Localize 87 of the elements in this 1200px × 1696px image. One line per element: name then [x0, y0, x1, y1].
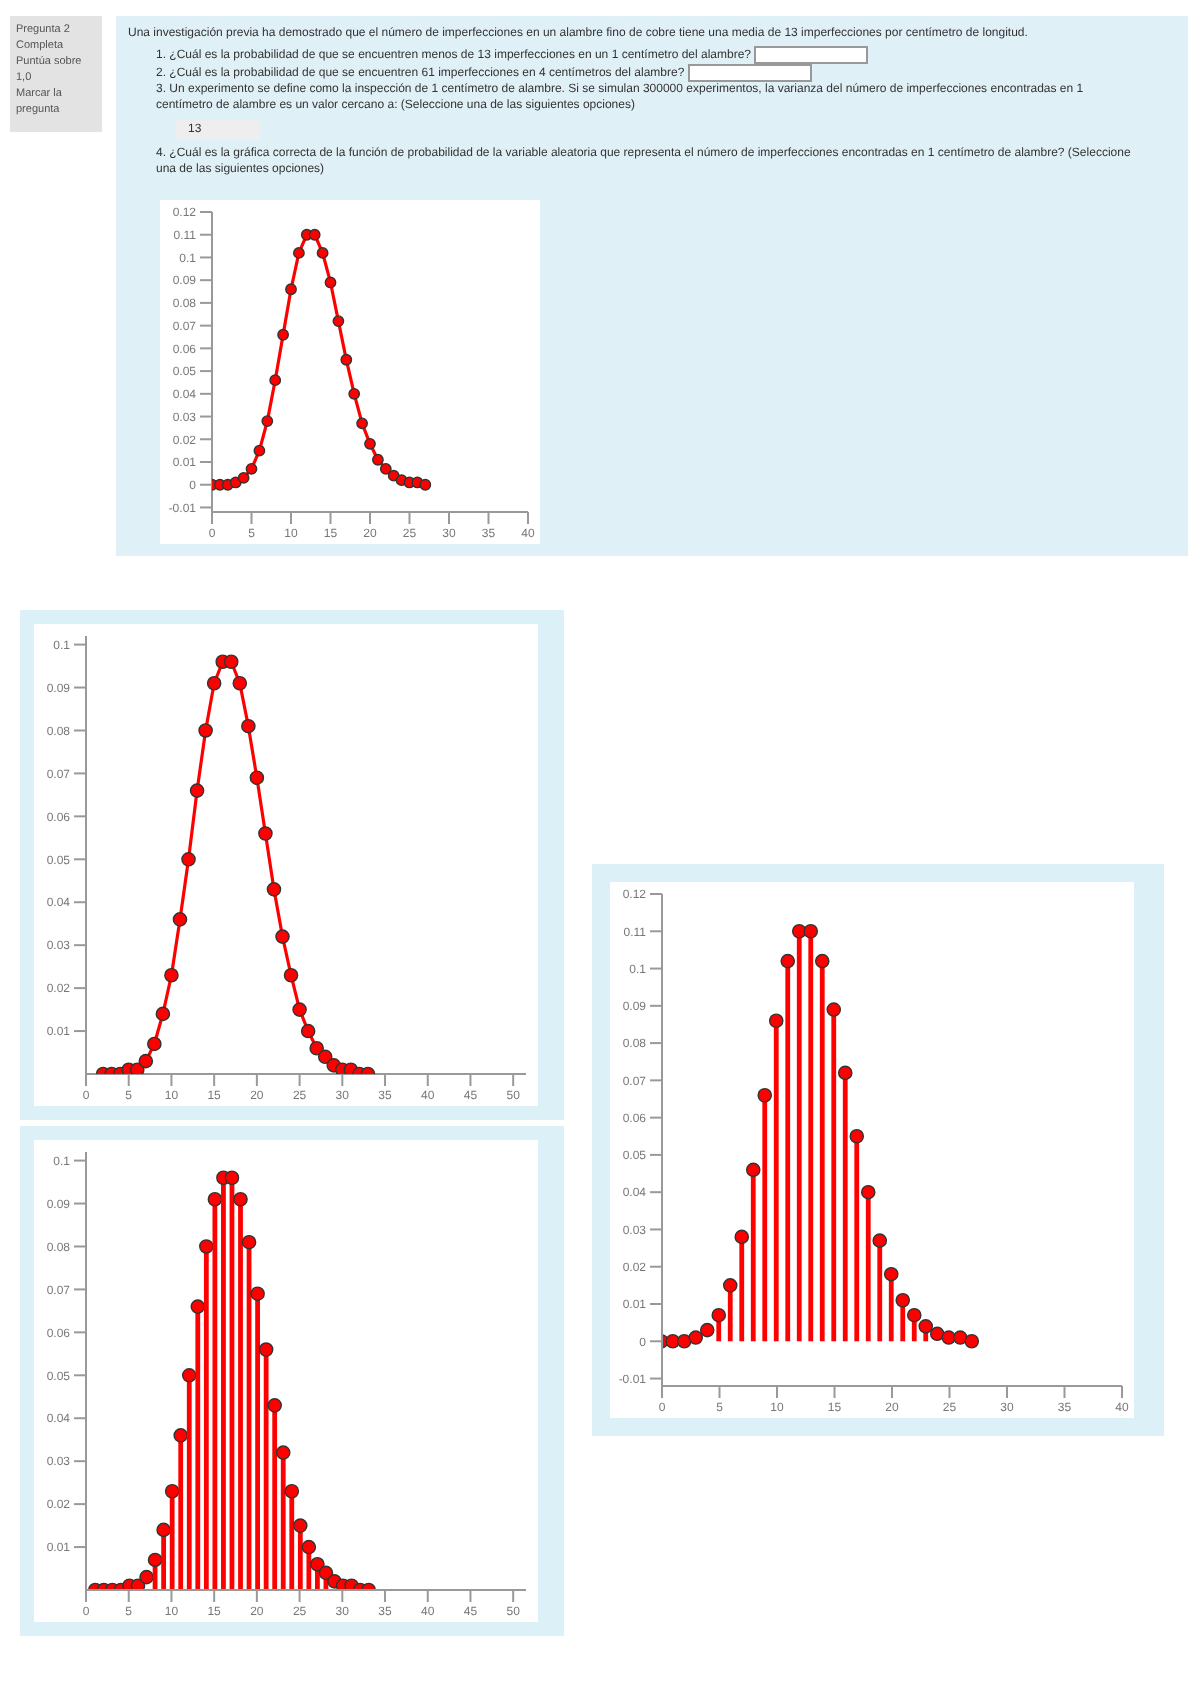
point: [826, 1002, 842, 1017]
point: [155, 1006, 171, 1022]
point: [310, 1556, 325, 1572]
point: [316, 247, 329, 259]
point: [906, 1307, 922, 1323]
point: [318, 1565, 334, 1581]
point: [261, 415, 274, 427]
point: [284, 1483, 300, 1499]
point: [688, 1330, 704, 1345]
point: [768, 1013, 784, 1029]
point: [138, 1053, 154, 1069]
point: [300, 1023, 316, 1039]
point: [317, 1049, 333, 1065]
point: [223, 654, 239, 670]
point: [285, 283, 297, 296]
point: [147, 1036, 162, 1052]
point: [232, 675, 248, 691]
point: [293, 1518, 308, 1533]
point: [249, 770, 265, 786]
point: [139, 1569, 154, 1585]
point: [301, 1539, 317, 1555]
point: [814, 953, 830, 969]
point: [275, 929, 290, 944]
point: [147, 1552, 163, 1568]
point: [181, 851, 196, 867]
point: [293, 247, 305, 259]
point: [918, 1319, 934, 1334]
point: [676, 1333, 692, 1349]
point: [258, 1342, 274, 1357]
point: [269, 374, 282, 387]
point: [206, 675, 222, 691]
point: [356, 417, 368, 430]
point: [129, 1062, 145, 1074]
point: [164, 1483, 180, 1499]
point: [324, 276, 337, 289]
point: [164, 967, 179, 983]
point: [883, 1266, 899, 1282]
point: [267, 1398, 282, 1413]
point: [266, 882, 282, 897]
point: [837, 1065, 853, 1081]
point: [199, 1239, 214, 1254]
point: [872, 1233, 888, 1248]
point: [699, 1322, 715, 1338]
point: [757, 1087, 773, 1103]
point: [258, 826, 273, 841]
point: [734, 1229, 750, 1245]
point: [241, 1234, 257, 1250]
point: [173, 1428, 189, 1443]
point: [207, 1191, 223, 1207]
point: [156, 1522, 171, 1538]
point: [780, 953, 796, 969]
point: [860, 1184, 876, 1200]
point: [722, 1278, 738, 1293]
point: [233, 1191, 248, 1207]
point: [308, 228, 321, 241]
point: [849, 1128, 865, 1144]
point: [250, 1286, 265, 1302]
point: [364, 437, 376, 450]
point: [237, 472, 250, 484]
point: [224, 1170, 240, 1186]
point: [379, 462, 392, 475]
point: [791, 923, 807, 939]
point: [745, 1162, 761, 1178]
point: [309, 1040, 324, 1056]
point: [181, 1367, 197, 1383]
point: [283, 967, 299, 983]
point: [372, 453, 384, 466]
point: [190, 1299, 206, 1314]
point: [332, 315, 345, 327]
point: [952, 1330, 968, 1345]
point: [275, 1445, 291, 1460]
point: [895, 1292, 911, 1308]
point: [241, 718, 256, 734]
point: [711, 1307, 727, 1323]
point: [253, 444, 266, 457]
point: [803, 923, 819, 939]
point: [929, 1326, 945, 1342]
point: [277, 328, 289, 341]
point: [340, 353, 353, 366]
point: [348, 387, 361, 400]
point: [292, 1002, 307, 1017]
point: [245, 462, 258, 475]
point: [964, 1333, 980, 1349]
point: [189, 783, 205, 798]
point: [198, 723, 213, 738]
point: [419, 478, 432, 491]
point: [172, 912, 188, 927]
